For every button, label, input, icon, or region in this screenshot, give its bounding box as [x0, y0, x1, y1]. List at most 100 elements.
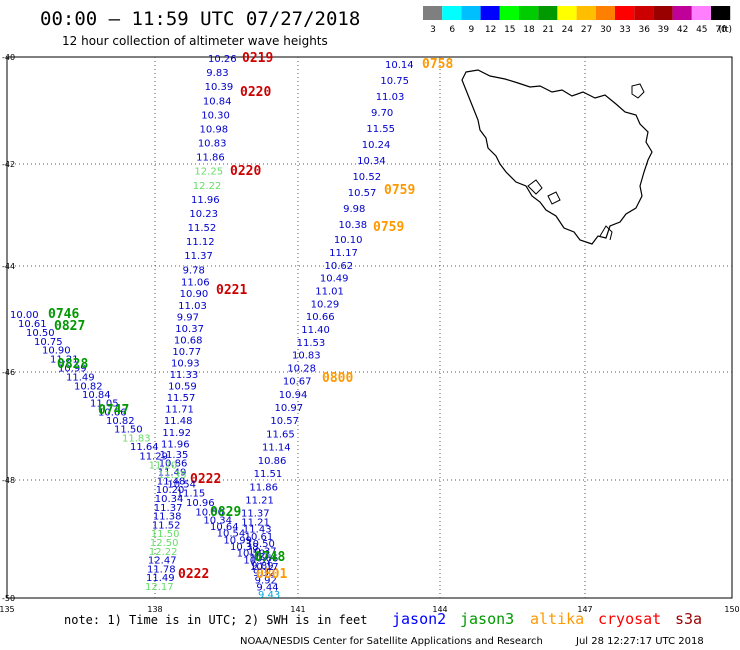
map-frame [6, 56, 733, 599]
wave-height-label: 10.86 [258, 456, 287, 467]
wave-height-label: 10.75 [380, 76, 409, 87]
wave-height-label: 11.52 [152, 520, 181, 531]
wave-height-label: 10.50 [195, 507, 224, 518]
wave-height-label: 11.96 [191, 195, 220, 206]
wave-height-label: 10.37 [248, 546, 277, 557]
wave-height-label: 11.06 [181, 278, 210, 289]
pass-time-label: 0220 [240, 85, 271, 100]
pass-time-label: 0800 [322, 371, 353, 386]
wave-height-label: 10.38 [338, 220, 367, 231]
wave-height-label: 10.90 [42, 346, 71, 357]
latitude-label: -50 [2, 594, 15, 603]
wave-height-label: 10.28 [287, 364, 316, 375]
legend-label: 36 [638, 25, 650, 35]
wave-height-label: 10.39 [205, 82, 234, 93]
wave-height-label: 9.83 [206, 68, 228, 79]
wave-height-label: 11.49 [66, 373, 95, 384]
wave-height-label: 11.20 [149, 461, 178, 472]
wave-height-label: 10.57 [270, 416, 299, 427]
wave-height-label: 10.82 [106, 416, 135, 427]
wave-height-label: 11.38 [153, 512, 182, 523]
legend-swatch [576, 6, 596, 20]
wave-height-label: 10.99 [223, 535, 252, 546]
latitude-label: -42 [2, 160, 15, 169]
wave-height-label: 11.64 [130, 442, 159, 453]
legend-label: 45 [696, 25, 707, 35]
wave-height-label: 10.97 [275, 403, 304, 414]
latitude-labels: -40 -42 -44 -46 -48 -50 [2, 53, 15, 603]
wave-height-label: 9.44 [256, 583, 278, 594]
wave-height-label: 10.66 [306, 312, 335, 323]
wave-height-label: 11.14 [262, 443, 291, 454]
wave-height-label: 10.62 [325, 261, 354, 272]
track-jason3-diagonal: 10.0010.6110.5010.7510.9011.2110.9911.49… [10, 307, 285, 573]
wave-height-label: 11.86 [196, 153, 225, 164]
wave-height-label: 10.61 [245, 532, 274, 543]
wave-height-label: 9.32 [253, 568, 275, 579]
wave-height-label: 9.70 [371, 108, 393, 119]
wave-height-label: 10.17 [250, 562, 279, 573]
wave-height-label: 11.33 [170, 370, 199, 381]
legend-label: 30 [600, 25, 612, 35]
pass-time-label: 0759 [373, 220, 404, 235]
tasmania-inlet [599, 225, 613, 241]
longitude-label: 141 [290, 605, 305, 614]
legend-label: 27 [581, 25, 592, 35]
wave-height-label: 10.90 [180, 289, 209, 300]
wave-height-label: 11.50 [114, 425, 143, 436]
legend-swatch [634, 6, 654, 20]
legend-label: 33 [619, 25, 630, 35]
wave-height-label: 11.37 [241, 509, 270, 520]
wave-height-label: 10.93 [171, 359, 200, 370]
legend-swatch [461, 6, 481, 20]
legend-label: 24 [562, 25, 574, 35]
legend-swatch [423, 6, 443, 20]
wave-height-label: 12.25 [194, 167, 223, 178]
tasmania-coastline [461, 69, 653, 245]
wave-height-label: 10.98 [200, 124, 229, 135]
map-title: 00:00 – 11:59 UTC 07/27/2018 [40, 8, 360, 30]
longitude-label: 144 [432, 605, 447, 614]
wave-height-label: 11.37 [154, 503, 183, 514]
wave-height-label: 10.50 [246, 539, 275, 550]
legend-swatch [538, 6, 558, 20]
legend-label: 39 [658, 25, 670, 35]
legend-swatch [519, 6, 539, 20]
wave-height-label: 11.17 [329, 248, 358, 259]
wave-height-label: 10.29 [311, 299, 340, 310]
wave-height-label: 10.54 [217, 529, 246, 540]
wave-height-label: 10.67 [283, 377, 312, 388]
latitude-label: -48 [2, 476, 15, 485]
wave-height-label: 11.52 [188, 223, 217, 234]
wave-height-label: 10.30 [201, 110, 230, 121]
pass-time-label: 0222 [190, 472, 221, 487]
wave-height-label: 11.96 [161, 439, 190, 450]
pass-time-label: 0219 [242, 51, 273, 66]
wave-height-label: 10.10 [334, 235, 363, 246]
legend-label: 18 [523, 25, 535, 35]
legend-label: (ft) [718, 25, 732, 35]
map-subtitle: 12 hour collection of altimeter wave hei… [62, 34, 328, 48]
latitude-label: -40 [2, 53, 15, 62]
wave-height-label: 10.68 [174, 335, 203, 346]
legend-jason3: jason3 [460, 610, 514, 628]
wave-height-label: 10.59 [168, 382, 197, 393]
wave-height-label: 9.78 [183, 265, 205, 276]
wave-height-label: 10.96 [186, 498, 215, 509]
wave-height-label: 11.65 [266, 429, 295, 440]
pass-time-label: 0747 [98, 403, 129, 418]
wave-height-label: 10.83 [292, 351, 321, 362]
legend-label: 70 [715, 25, 727, 35]
legend-swatch [615, 6, 635, 20]
wave-height-label: 11.55 [366, 124, 395, 135]
wave-height-label: 11.01 [315, 287, 344, 298]
wave-height-label: 10.26 [208, 54, 237, 65]
wave-height-label: 11.03 [376, 92, 405, 103]
pass-time-label: 0758 [422, 57, 453, 72]
wave-height-label: 11.37 [184, 251, 213, 262]
track-jason2-west: 10.26 9.83 10.39 10.84 10.30 10.98 10.83 11.86 1… [145, 51, 273, 593]
wave-height-label: 10.99 [58, 364, 87, 375]
wave-height-label: 9.89 [251, 561, 273, 572]
wave-height-label: 9.92 [255, 575, 277, 586]
wave-height-label: 12.50 [150, 538, 179, 549]
